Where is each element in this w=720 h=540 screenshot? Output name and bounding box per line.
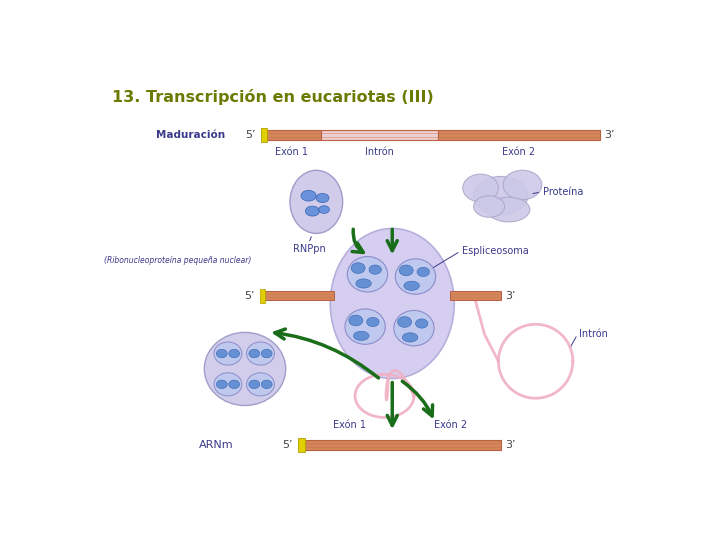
- Text: Exón 2: Exón 2: [503, 147, 536, 157]
- Text: 13. Transcripción en eucariotas (III): 13. Transcripción en eucariotas (III): [112, 90, 433, 105]
- Text: 5’: 5’: [246, 130, 256, 140]
- Text: 3’: 3’: [505, 291, 516, 301]
- Text: Proteína: Proteína: [543, 187, 583, 197]
- Ellipse shape: [474, 177, 528, 215]
- Ellipse shape: [249, 349, 260, 358]
- Text: ARNm: ARNm: [199, 440, 233, 450]
- Text: Exón 1: Exón 1: [275, 147, 308, 157]
- Ellipse shape: [399, 265, 413, 276]
- Ellipse shape: [487, 197, 530, 222]
- Bar: [261, 291, 334, 300]
- Ellipse shape: [216, 349, 228, 358]
- Ellipse shape: [397, 316, 412, 327]
- Ellipse shape: [503, 170, 542, 200]
- Ellipse shape: [345, 309, 385, 345]
- Ellipse shape: [330, 228, 454, 379]
- Text: 5’: 5’: [282, 440, 293, 450]
- Text: Exón 1: Exón 1: [333, 420, 366, 430]
- Ellipse shape: [366, 318, 379, 327]
- Text: RNPpn: RNPpn: [293, 244, 325, 254]
- Bar: [261, 127, 267, 142]
- Ellipse shape: [246, 373, 274, 396]
- Ellipse shape: [229, 380, 240, 389]
- Ellipse shape: [402, 333, 418, 342]
- Ellipse shape: [229, 349, 240, 358]
- Ellipse shape: [351, 262, 365, 273]
- Bar: [438, 130, 600, 140]
- Text: Maduración: Maduración: [156, 130, 225, 140]
- Ellipse shape: [249, 380, 260, 389]
- Ellipse shape: [356, 279, 372, 288]
- Ellipse shape: [261, 380, 272, 389]
- Ellipse shape: [261, 349, 272, 358]
- Bar: [299, 438, 305, 453]
- Ellipse shape: [395, 259, 436, 294]
- Bar: [321, 130, 438, 140]
- Ellipse shape: [246, 342, 274, 365]
- Ellipse shape: [301, 190, 316, 201]
- Bar: [300, 440, 500, 450]
- Ellipse shape: [369, 265, 382, 274]
- Ellipse shape: [214, 342, 242, 365]
- Ellipse shape: [305, 206, 320, 216]
- Ellipse shape: [347, 256, 387, 292]
- Text: Exón 2: Exón 2: [434, 420, 467, 430]
- Bar: [262, 130, 321, 140]
- Bar: [260, 289, 265, 303]
- Ellipse shape: [394, 310, 434, 346]
- Ellipse shape: [354, 331, 369, 340]
- Ellipse shape: [316, 193, 329, 202]
- Bar: [451, 291, 500, 300]
- Ellipse shape: [474, 195, 505, 217]
- Ellipse shape: [415, 319, 428, 328]
- Ellipse shape: [214, 373, 242, 396]
- Ellipse shape: [349, 315, 363, 326]
- Ellipse shape: [404, 281, 419, 291]
- Text: Intrón: Intrón: [365, 147, 394, 157]
- Text: 3’: 3’: [505, 440, 516, 450]
- Text: Intrón: Intrón: [579, 329, 608, 339]
- Text: 5’: 5’: [244, 291, 254, 301]
- Ellipse shape: [216, 380, 228, 389]
- Text: (Ribonucleoproteína pequeña nuclear): (Ribonucleoproteína pequeña nuclear): [104, 256, 251, 265]
- Text: 3’: 3’: [605, 130, 615, 140]
- Ellipse shape: [204, 333, 286, 406]
- Ellipse shape: [319, 206, 330, 213]
- Ellipse shape: [290, 170, 343, 233]
- Ellipse shape: [463, 174, 498, 202]
- Ellipse shape: [417, 267, 429, 276]
- Text: Espliceosoma: Espliceosoma: [462, 246, 528, 256]
